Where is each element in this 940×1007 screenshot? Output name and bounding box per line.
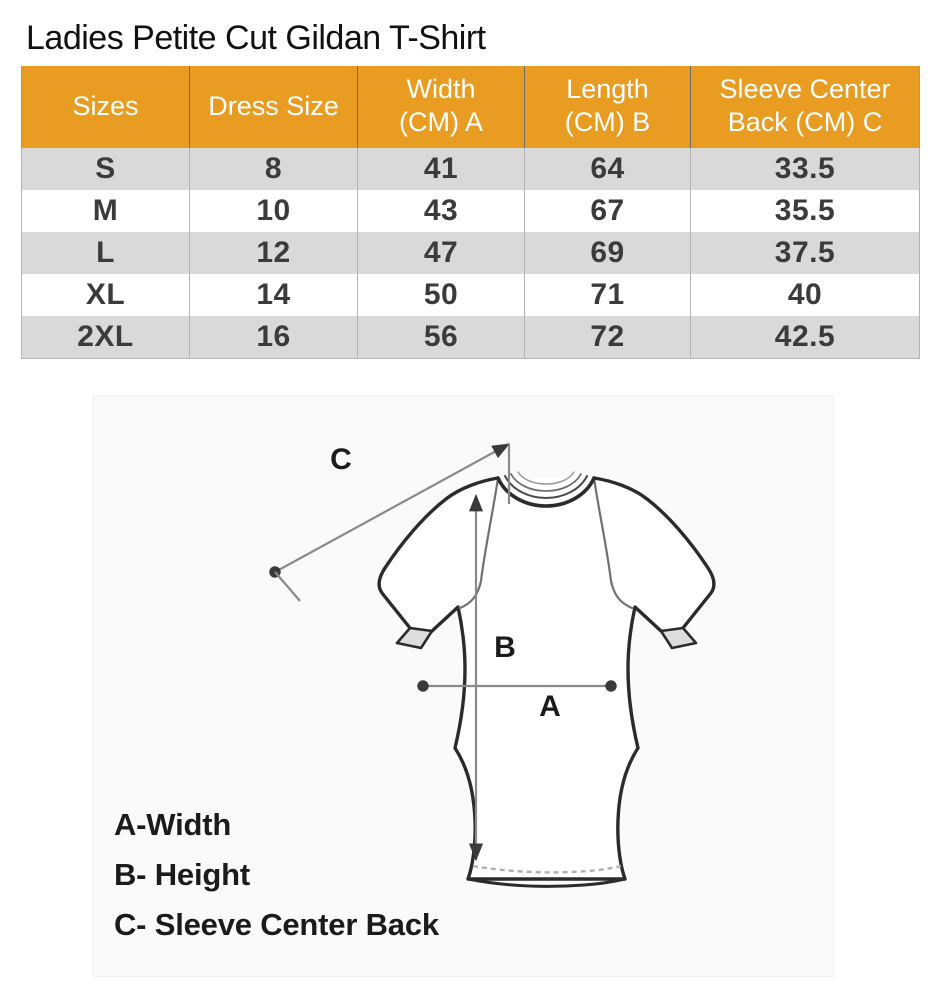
measure-a-label: A	[539, 690, 561, 723]
legend-item-a: A-Width	[114, 807, 232, 842]
cell-dress-size: 12	[189, 232, 358, 274]
right-armhole-seam	[592, 476, 634, 610]
page-title: Ladies Petite Cut Gildan T-Shirt	[26, 19, 486, 57]
hem-stitch-line	[472, 864, 622, 874]
column-header-sleeve-line2: Back (CM) C	[727, 107, 883, 137]
cell-size: M	[21, 190, 190, 232]
tshirt-diagram: C B A	[269, 443, 716, 888]
column-header-width-line2: (CM) A	[399, 107, 483, 137]
cell-sleeve: 40	[690, 274, 920, 316]
measure-a-group: A	[417, 680, 617, 723]
cell-dress-size: 10	[189, 190, 358, 232]
cell-length: 64	[524, 148, 691, 190]
table-row: M 10 43 67 35.5	[21, 190, 920, 232]
table-row: 2XL 16 56 72 42.5	[21, 316, 920, 359]
cell-dress-size: 14	[189, 274, 358, 316]
garment-diagram-panel: C B A A-Width B- Height C- Sleeve Center…	[93, 395, 834, 977]
column-header-length-line2: (CM) B	[564, 107, 651, 137]
cell-sleeve: 42.5	[690, 316, 920, 359]
cell-width: 43	[357, 190, 525, 232]
column-header-sizes: Sizes	[21, 66, 190, 148]
column-header-sleeve-center-back: Sleeve Center Back (CM) C	[690, 66, 920, 148]
cell-size: S	[21, 148, 190, 190]
table-header-row: Sizes Dress Size Width (CM) A Length (CM…	[21, 66, 920, 148]
column-header-width: Width (CM) A	[357, 66, 525, 148]
cell-size: XL	[21, 274, 190, 316]
collar-rib-3	[517, 471, 575, 485]
right-sleeve-cuff	[659, 626, 698, 650]
table-row: XL 14 50 71 40	[21, 274, 920, 316]
column-header-width-line1: Width	[406, 74, 476, 104]
measure-b-group: B	[468, 493, 516, 862]
column-header-length: Length (CM) B	[524, 66, 691, 148]
cell-dress-size: 16	[189, 316, 358, 359]
cell-dress-size: 8	[189, 148, 358, 190]
column-header-sleeve-line1: Sleeve Center	[719, 74, 891, 104]
hem-band	[466, 877, 627, 888]
cell-width: 47	[357, 232, 525, 274]
measure-c-leader	[274, 571, 301, 602]
column-header-dress-size: Dress Size	[189, 66, 358, 148]
cell-length: 69	[524, 232, 691, 274]
cell-length: 72	[524, 316, 691, 359]
measure-c-label: C	[330, 443, 352, 476]
measurement-legend: A-Width B- Height C- Sleeve Center Back	[114, 800, 544, 950]
legend-item-c: C- Sleeve Center Back	[114, 907, 439, 942]
column-header-sizes-line1: Sizes	[72, 90, 139, 121]
cell-sleeve: 37.5	[690, 232, 920, 274]
cell-sleeve: 33.5	[690, 148, 920, 190]
table-row: L 12 47 69 37.5	[21, 232, 920, 274]
cell-width: 41	[357, 148, 525, 190]
collar-rib-2	[510, 473, 582, 492]
measure-c-line	[269, 443, 510, 578]
column-header-length-line1: Length	[566, 74, 649, 104]
table-row: S 8 41 64 33.5	[21, 148, 920, 190]
column-header-dress-size-line1: Dress Size	[208, 90, 339, 121]
legend-item-b: B- Height	[114, 857, 250, 892]
collar-rib-1	[504, 475, 588, 500]
cell-length: 67	[524, 190, 691, 232]
cell-size: 2XL	[21, 316, 190, 359]
cell-width: 56	[357, 316, 525, 359]
cell-sleeve: 35.5	[690, 190, 920, 232]
measure-b-label: B	[494, 631, 516, 664]
cell-width: 50	[357, 274, 525, 316]
measure-c-group: C	[269, 443, 511, 602]
size-chart-table: Sizes Dress Size Width (CM) A Length (CM…	[21, 66, 920, 359]
left-sleeve-cuff	[395, 626, 434, 650]
cell-size: L	[21, 232, 190, 274]
cell-length: 71	[524, 274, 691, 316]
